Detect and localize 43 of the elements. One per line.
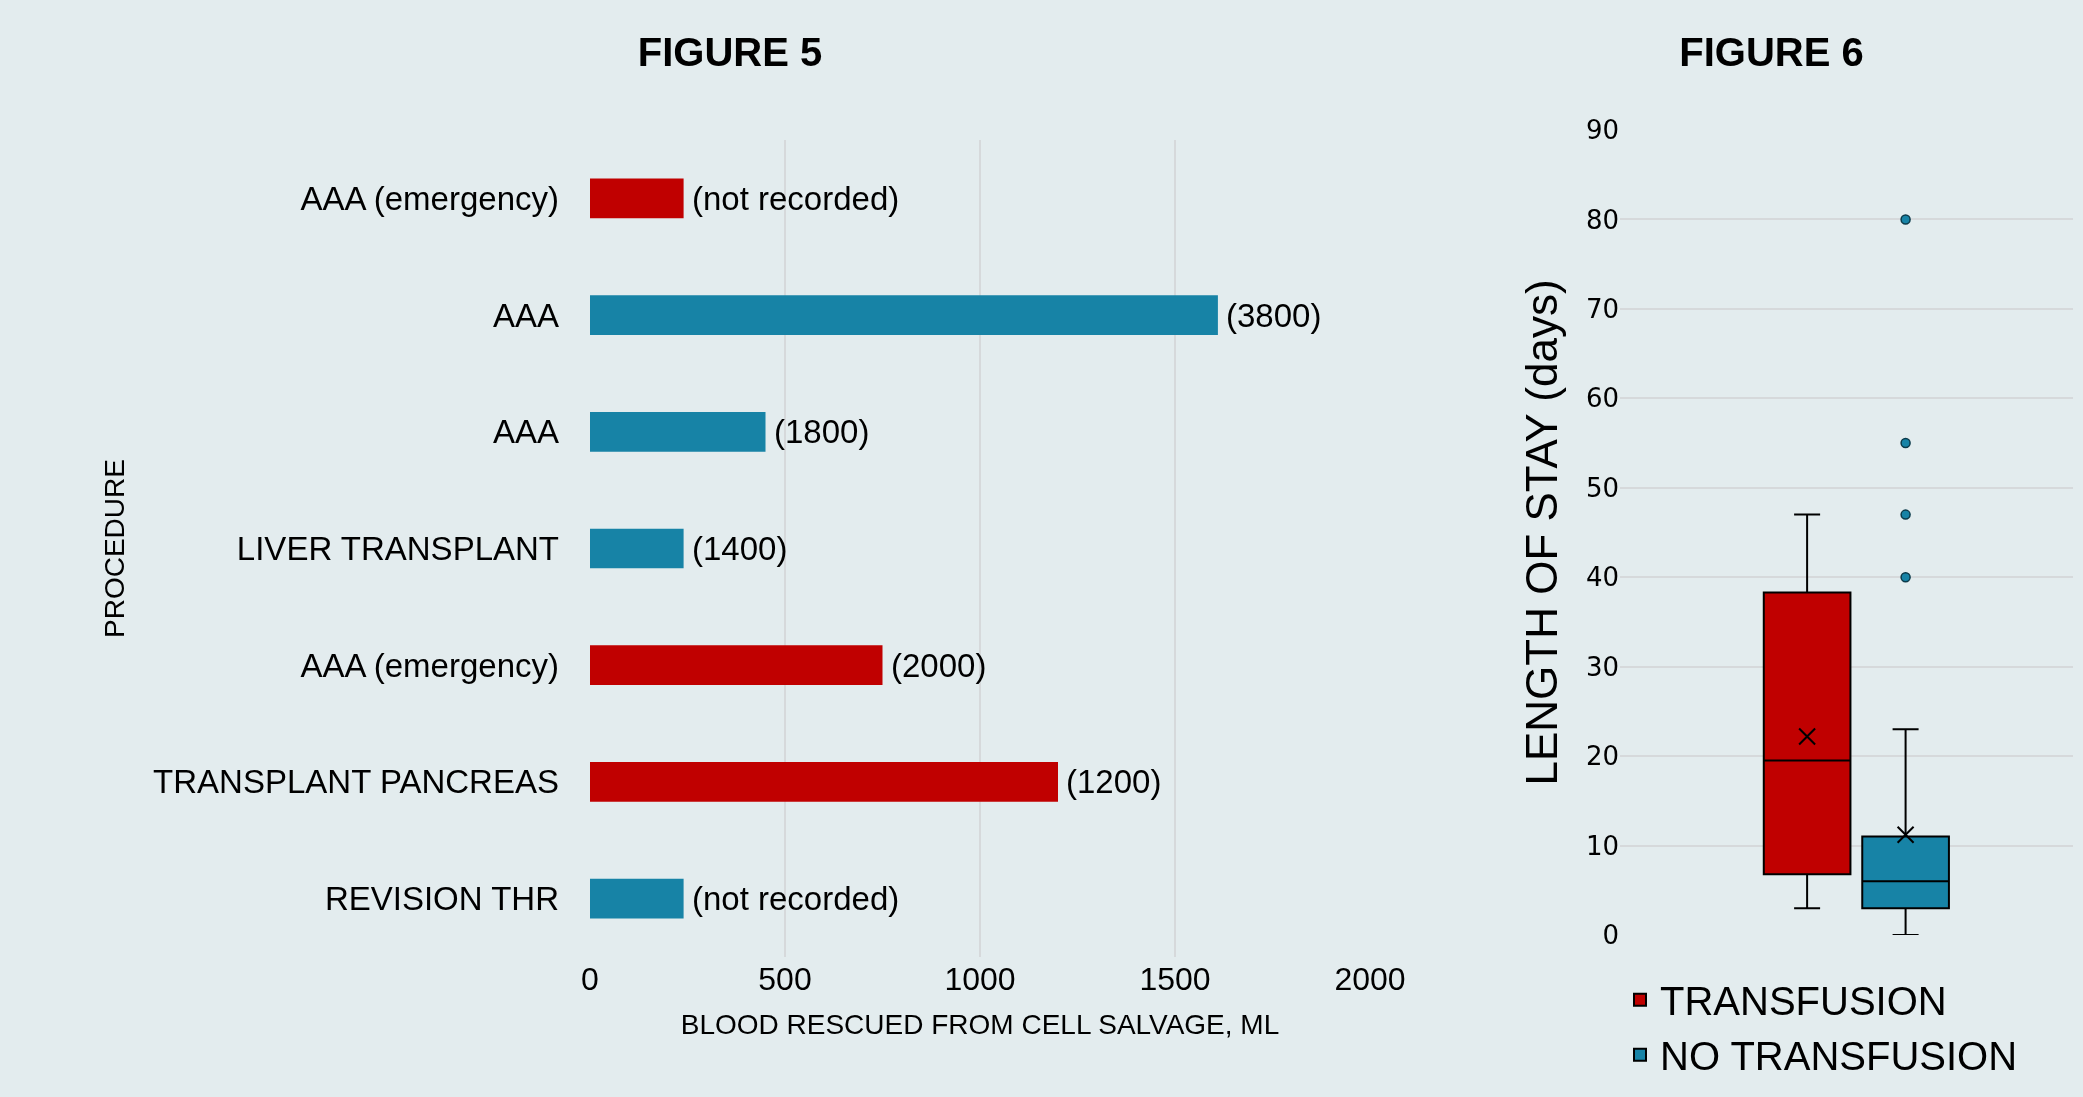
bar [590, 762, 1058, 802]
y-tick-label: 80 [1585, 204, 1619, 235]
bar [590, 411, 766, 452]
y-tick-label: 90 [1585, 115, 1619, 146]
y-tick-label: AAA (emergency) [300, 646, 559, 684]
y-tick-label: 20 [1585, 741, 1619, 772]
annotation: (1200) [1066, 763, 1162, 800]
chart-title: FIGURE 5 [637, 30, 823, 75]
bar [590, 528, 684, 569]
x-tick-label: 500 [758, 961, 812, 997]
y-tick-label: 0 [1602, 920, 1619, 951]
bar [590, 178, 684, 219]
y-tick-label: 10 [1585, 830, 1619, 861]
annotation: (1400) [692, 530, 788, 567]
y-tick-label: 60 [1585, 383, 1619, 414]
x-tick-label: 1500 [1139, 961, 1211, 997]
y-tick-label: LIVER TRANSPLANT [236, 530, 559, 568]
y-tick-label: AAA (emergency) [300, 179, 559, 217]
y-tick-label: REVISION THR [324, 880, 559, 918]
bar [590, 295, 1218, 335]
annotation: (not recorded) [692, 180, 900, 217]
y-axis-title: PROCEDURE [98, 459, 130, 638]
y-tick-label: AAA [492, 296, 559, 334]
x-tick-label: 1000 [944, 961, 1016, 997]
chart-title: FIGURE 6 [1679, 30, 1864, 75]
y-tick-label: 40 [1585, 562, 1619, 593]
y-tick-label: 50 [1585, 472, 1619, 503]
annotation: (3800) [1226, 297, 1322, 334]
legend-label: NO TRANSFUSION [1660, 1034, 2018, 1079]
y-tick-label: AAA [492, 413, 559, 451]
annotation: (1800) [774, 413, 870, 450]
annotation: (not recorded) [692, 880, 900, 917]
legend-label: TRANSFUSION [1660, 979, 1947, 1024]
bar [590, 645, 883, 686]
x-tick-label: 0 [581, 961, 599, 997]
x-axis-title: BLOOD RESCUED FROM CELL SALVAGE, ML [680, 1009, 1280, 1041]
annotation: (2000) [891, 647, 987, 684]
y-tick-label: 30 [1585, 651, 1619, 682]
bar [590, 878, 684, 919]
y-tick-label: TRANSPLANT PANCREAS [153, 763, 559, 801]
y-tick-label: 70 [1585, 293, 1619, 324]
y-axis-title: LENGTH OF STAY (days) [1517, 279, 1567, 786]
x-tick-label: 2000 [1334, 961, 1406, 997]
